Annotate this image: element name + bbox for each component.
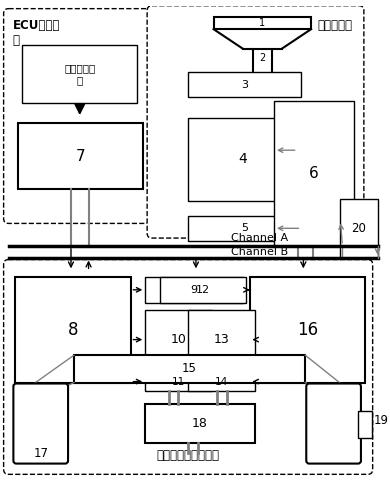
FancyBboxPatch shape [306, 384, 361, 464]
Text: 主辅双电机执行单元: 主辅双电机执行单元 [157, 449, 220, 462]
Text: 20: 20 [351, 222, 367, 235]
Text: 3: 3 [241, 80, 248, 90]
Text: 转向盘总成: 转向盘总成 [317, 19, 352, 32]
Text: 9: 9 [190, 285, 198, 295]
Bar [145, 277, 243, 303]
FancyBboxPatch shape [13, 384, 68, 464]
Text: ECU控制模
块: ECU控制模 块 [12, 19, 60, 47]
Bar [188, 72, 301, 97]
Bar [18, 123, 143, 189]
Text: 8: 8 [68, 321, 78, 339]
Bar [188, 372, 255, 391]
Text: Channel A: Channel A [231, 233, 288, 243]
Bar [188, 310, 255, 369]
Bar [188, 215, 301, 241]
Bar [145, 372, 211, 391]
Bar [145, 310, 211, 369]
Text: 4: 4 [238, 152, 247, 166]
Bar [188, 118, 298, 201]
Bar [358, 411, 372, 438]
Bar [274, 101, 354, 246]
Text: 2: 2 [259, 54, 266, 64]
Bar [160, 277, 246, 303]
FancyBboxPatch shape [4, 9, 155, 224]
Bar [145, 404, 255, 443]
Bar [15, 277, 131, 383]
Bar [340, 199, 378, 257]
Text: 16: 16 [297, 321, 318, 339]
Text: 7: 7 [76, 148, 85, 163]
Text: 19: 19 [374, 414, 388, 427]
Bar [213, 17, 311, 29]
Text: 1: 1 [259, 18, 266, 28]
Text: 15: 15 [182, 362, 197, 375]
Bar [74, 355, 305, 383]
FancyBboxPatch shape [4, 259, 373, 474]
Text: 车辆状态信
号: 车辆状态信 号 [64, 63, 96, 85]
Text: 18: 18 [192, 417, 208, 430]
Bar [250, 277, 365, 383]
Text: 6: 6 [309, 166, 319, 181]
FancyBboxPatch shape [147, 6, 364, 238]
Text: 12: 12 [196, 285, 210, 295]
Text: 10: 10 [170, 333, 186, 346]
Bar [22, 45, 137, 103]
Text: 5: 5 [241, 223, 248, 233]
Text: 17: 17 [33, 447, 48, 460]
Text: Channel B: Channel B [231, 247, 288, 256]
Text: 13: 13 [213, 333, 229, 346]
Text: 11: 11 [172, 376, 185, 387]
Text: 14: 14 [215, 376, 228, 387]
